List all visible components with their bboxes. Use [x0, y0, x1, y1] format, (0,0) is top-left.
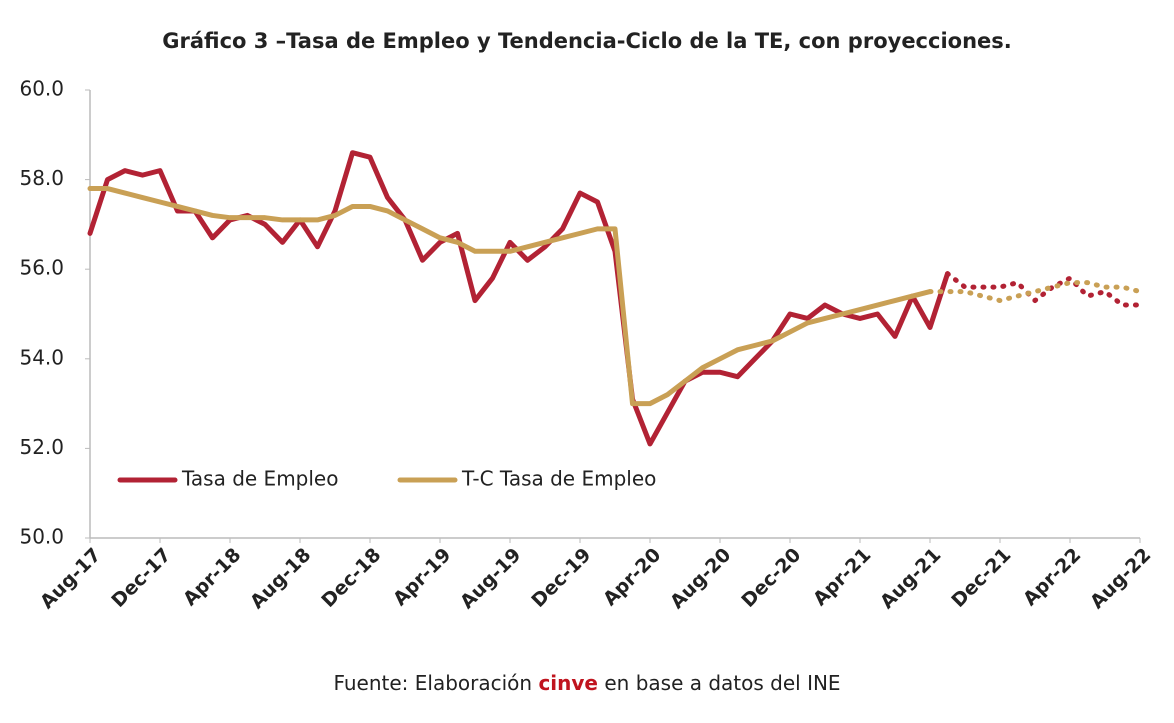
y-tick-label: 52.0	[19, 435, 64, 459]
chart-title: Gráfico 3 –Tasa de Empleo y Tendencia-Ci…	[162, 29, 1012, 53]
legend-label: T-C Tasa de Empleo	[461, 467, 656, 491]
x-tick-label: Apr-18	[179, 544, 245, 610]
y-tick-label: 50.0	[19, 525, 64, 549]
x-tick-label: Aug-22	[1086, 544, 1155, 613]
y-tick-label: 54.0	[19, 345, 64, 369]
series-line	[87, 150, 950, 447]
x-tick-label: Apr-21	[809, 544, 875, 610]
x-tick-label: Aug-18	[246, 544, 315, 613]
source-note: Fuente: Elaboración cinve en base a dato…	[333, 671, 840, 695]
source-highlight: cinve	[538, 671, 598, 695]
source-suffix: en base a datos del INE	[604, 671, 840, 695]
x-tick-label: Dec-17	[107, 544, 175, 612]
x-tick-label: Dec-18	[317, 544, 385, 612]
source-prefix: Fuente: Elaboración	[333, 671, 532, 695]
y-tick-label: 60.0	[19, 77, 64, 101]
y-tick-label: 56.0	[19, 256, 64, 280]
x-tick-label: Apr-19	[389, 544, 455, 610]
x-tick-label: Aug-20	[666, 544, 735, 613]
legend-label: Tasa de Empleo	[181, 467, 338, 491]
x-tick-label: Aug-21	[876, 544, 945, 613]
x-tick-label: Apr-20	[599, 544, 665, 610]
y-tick-label: 58.0	[19, 166, 64, 190]
series-line	[87, 186, 933, 407]
x-tick-label: Aug-19	[456, 544, 525, 613]
x-tick-label: Apr-22	[1019, 544, 1085, 610]
projection-line	[945, 271, 1143, 308]
x-tick-label: Aug-17	[36, 544, 105, 613]
x-tick-label: Dec-19	[527, 544, 595, 612]
x-tick-label: Dec-21	[947, 544, 1015, 612]
x-tick-label: Dec-20	[737, 544, 805, 612]
projection-line	[927, 280, 1143, 304]
